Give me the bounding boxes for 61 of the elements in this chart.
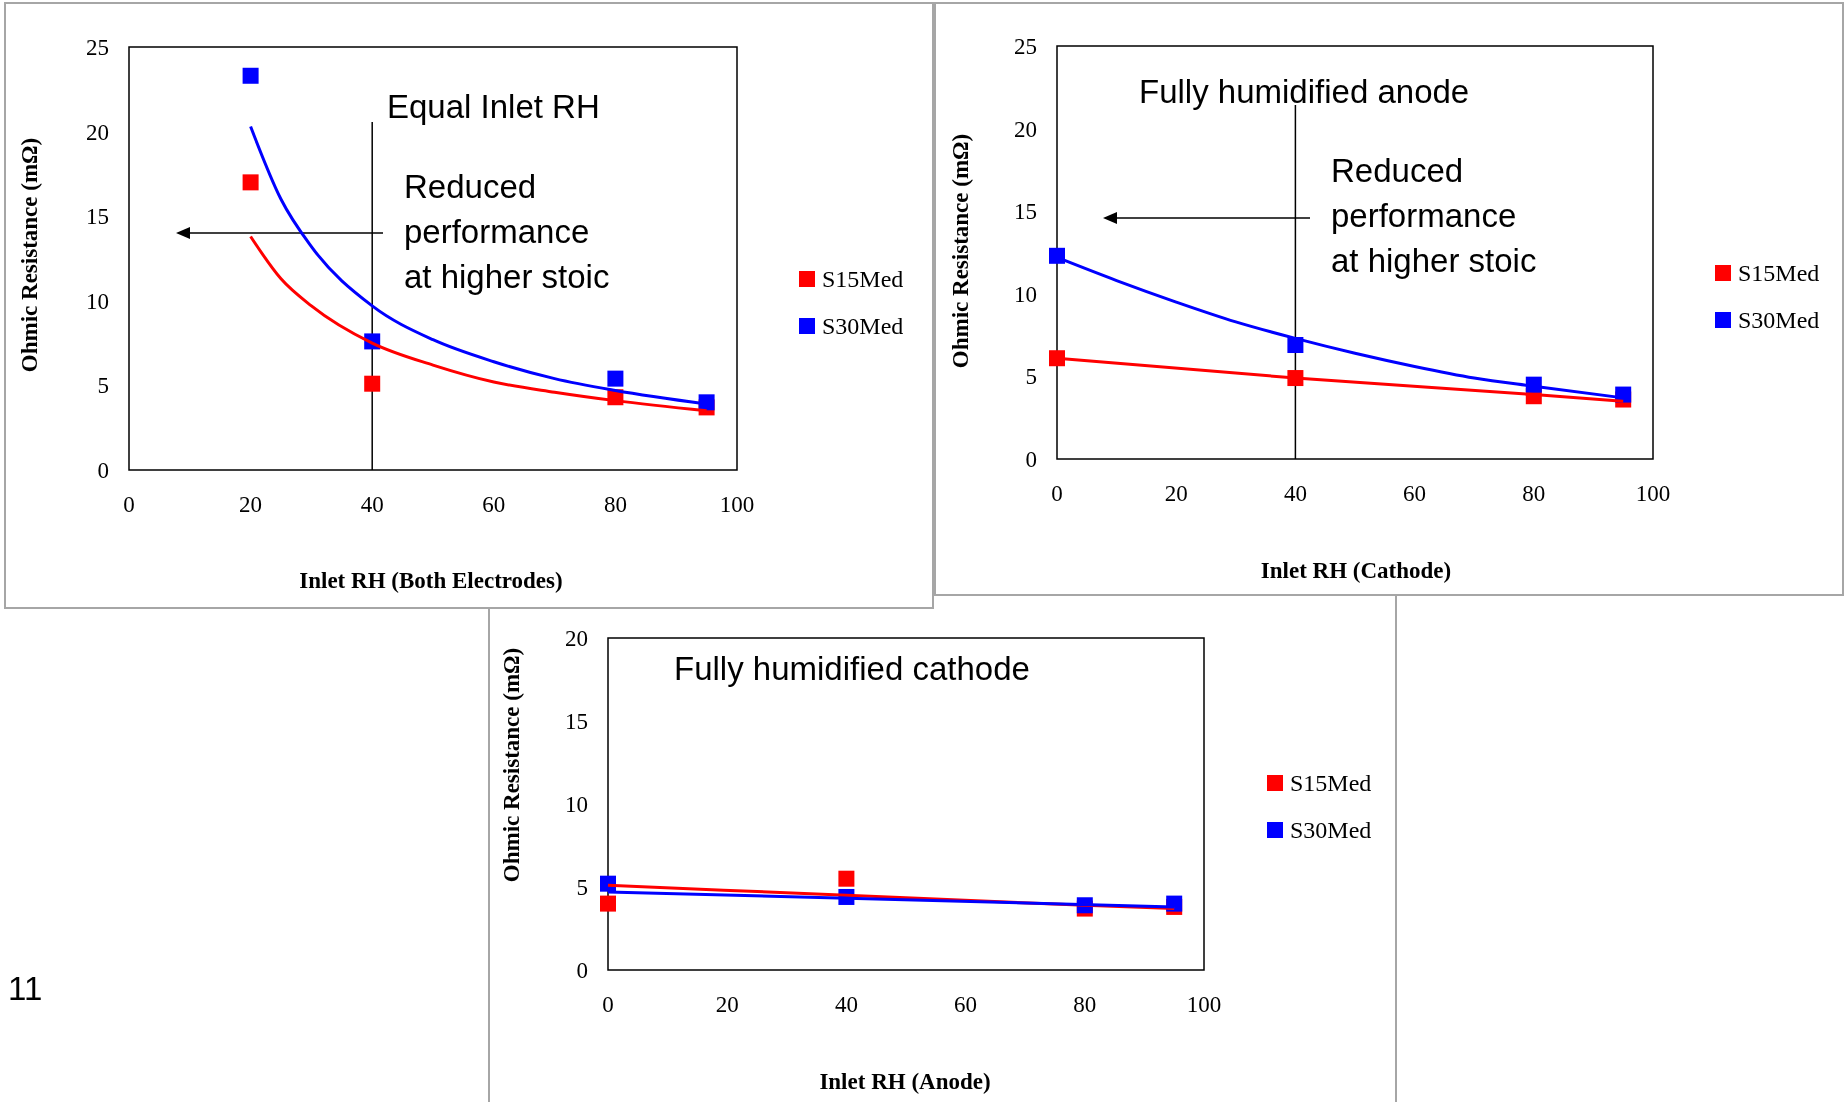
y-tick-label: 15	[565, 709, 588, 734]
x-tick-label: 0	[1051, 481, 1063, 506]
point	[242, 174, 259, 191]
y-tick-label: 10	[1014, 281, 1037, 307]
x-tick-label: 60	[482, 492, 506, 517]
legend-label: S15Med	[1290, 770, 1372, 796]
y-tick-label: 20	[86, 119, 109, 145]
x-tick-label: 20	[1164, 481, 1188, 506]
text: 11	[8, 970, 43, 1007]
legend-label: S15Med	[1738, 260, 1820, 286]
ref-line-label: Equal Inlet RH	[387, 88, 600, 125]
x-tick-label: 40	[360, 492, 384, 517]
x-tick-label: 20	[715, 992, 739, 1017]
y-tick-label: 25	[86, 35, 109, 60]
x-tick-label: 40	[1283, 481, 1307, 506]
y-tick-label: 0	[97, 458, 109, 483]
x-axis-title: Inlet RH (Cathode)	[1260, 558, 1452, 583]
legend-label: S30Med	[1290, 817, 1372, 843]
x-tick-label: 60	[1403, 481, 1427, 506]
y-tick-label: 0	[1025, 447, 1037, 472]
ref-line-label: Fully humidified anode	[1139, 73, 1470, 110]
y-axis-title: Ohmic Resistance (mΩ)	[17, 137, 42, 373]
x-tick-label: 0	[602, 992, 614, 1017]
x-tick-label: 100	[719, 492, 755, 517]
y-tick-label: 5	[97, 373, 109, 399]
y-tick-label: 5	[1025, 364, 1037, 390]
x-tick-label: 80	[1522, 481, 1546, 506]
y-tick-label: 5	[576, 875, 588, 900]
point	[364, 375, 381, 392]
annotation: Reduced performance at higher stoic	[404, 168, 610, 295]
legend-label: S30Med	[822, 313, 904, 339]
x-axis-title: Inlet RH (Both Electrodes)	[299, 568, 563, 593]
x-tick-label: 100	[1186, 992, 1222, 1017]
point	[242, 67, 259, 84]
x-tick-label: 80	[603, 492, 627, 517]
point	[838, 870, 855, 887]
y-tick-label: 10	[86, 288, 109, 314]
y-axis-title: Ohmic Resistance (mΩ)	[499, 647, 524, 883]
x-tick-label: 60	[954, 992, 978, 1017]
legend-label: S30Med	[1738, 307, 1820, 333]
y-tick-label: 15	[1014, 199, 1037, 225]
y-tick-label: 0	[576, 958, 588, 983]
y-tick-label: 20	[565, 626, 588, 651]
point	[600, 895, 616, 912]
x-tick-label: 100	[1635, 481, 1671, 506]
y-axis-title: Ohmic Resistance (mΩ)	[948, 133, 973, 369]
x-tick-label: 0	[123, 492, 135, 517]
legend-label: S15Med	[822, 266, 904, 292]
x-axis-title: Inlet RH (Anode)	[819, 1069, 991, 1094]
point	[607, 370, 624, 387]
point	[1049, 350, 1065, 367]
y-tick-label: 20	[1014, 116, 1037, 142]
annotation: Fully humidified cathode	[674, 650, 1030, 687]
x-tick-label: 80	[1073, 992, 1097, 1017]
y-tick-label: 10	[565, 792, 588, 817]
point	[1049, 247, 1065, 264]
x-tick-label: 40	[834, 992, 858, 1017]
y-tick-label: 25	[1014, 34, 1037, 59]
annotation: Reduced performance at higher stoic	[1331, 152, 1537, 279]
x-tick-label: 20	[239, 492, 263, 517]
y-tick-label: 15	[86, 204, 109, 230]
